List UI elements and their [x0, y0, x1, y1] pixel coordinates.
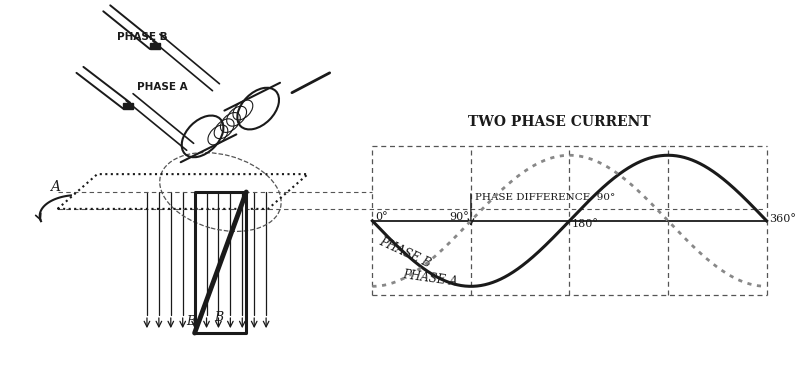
FancyBboxPatch shape [150, 43, 160, 49]
Text: PHASE A: PHASE A [137, 82, 188, 92]
Text: B: B [214, 311, 224, 324]
Text: A: A [50, 180, 60, 194]
Text: 0°: 0° [375, 212, 388, 222]
Text: PHASE A: PHASE A [402, 268, 459, 288]
Text: 90°: 90° [449, 212, 469, 222]
Text: PHASE DIFFERENCE  90°: PHASE DIFFERENCE 90° [475, 193, 615, 202]
Text: B: B [186, 315, 195, 328]
Text: 360°: 360° [770, 214, 797, 224]
FancyBboxPatch shape [123, 103, 133, 109]
Text: PHASE B: PHASE B [378, 235, 434, 270]
Text: 180°: 180° [571, 219, 598, 229]
Text: TWO PHASE CURRENT: TWO PHASE CURRENT [468, 114, 651, 129]
Text: PHASE B: PHASE B [117, 32, 168, 42]
